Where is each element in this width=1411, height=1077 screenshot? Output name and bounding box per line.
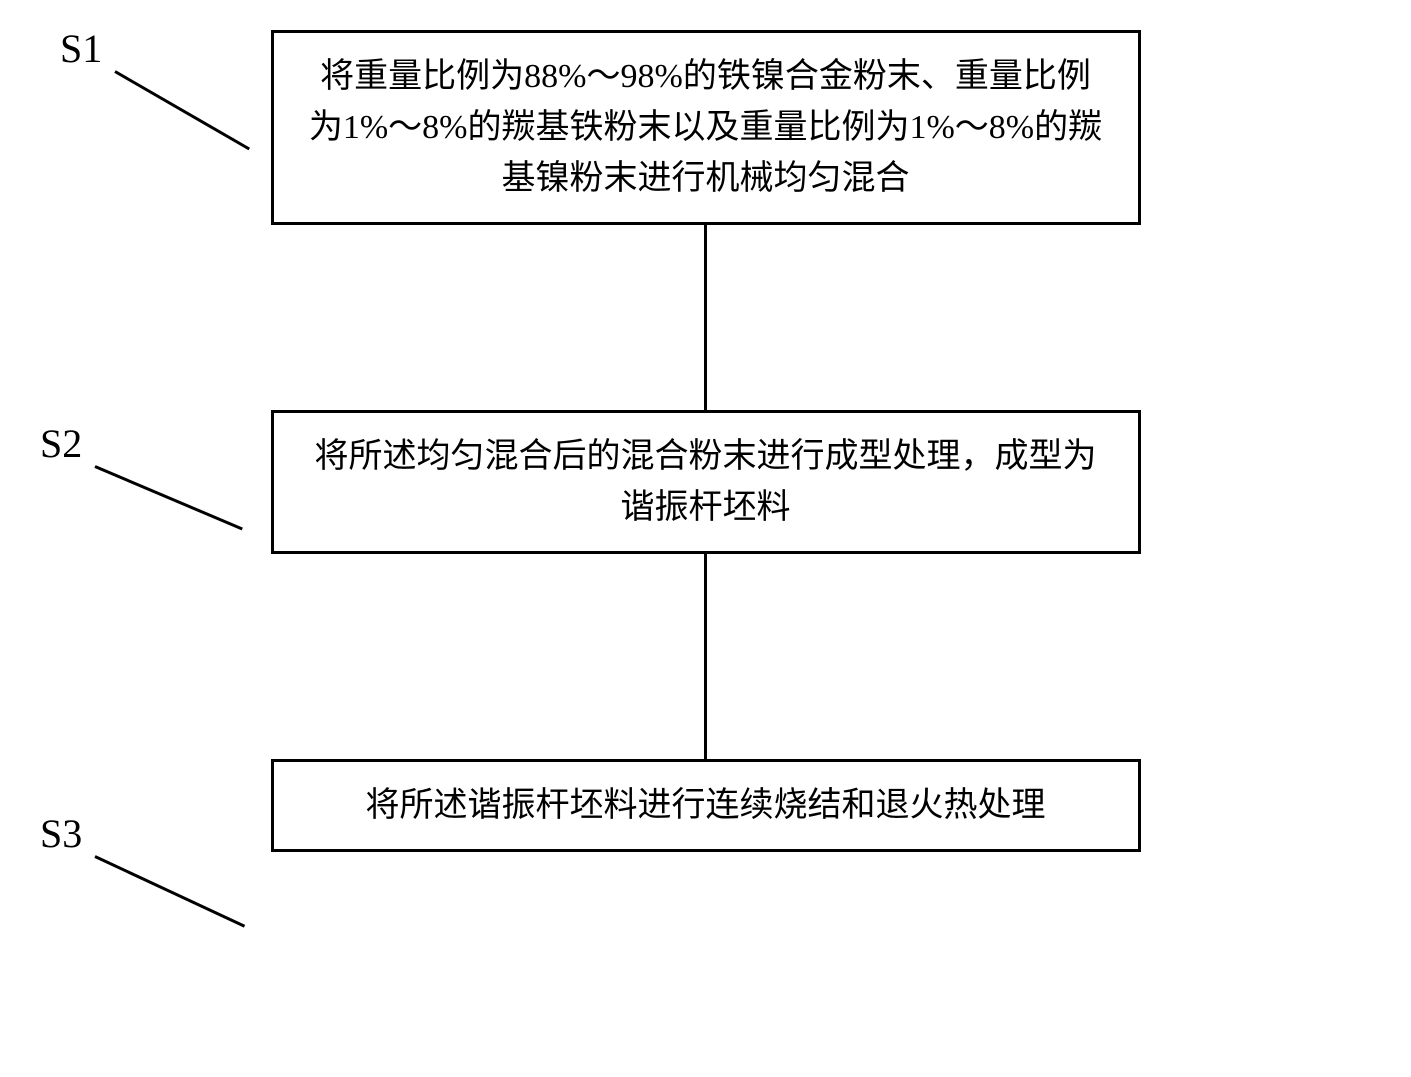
step-text: 将重量比例为88%～98%的铁镍合金粉末、重量比例为1%～8%的羰基铁粉末以及重… xyxy=(309,58,1102,197)
step-box-s2: 将所述均匀混合后的混合粉末进行成型处理，成型为谐振杆坯料 xyxy=(271,410,1141,554)
step-label-s2: S2 xyxy=(40,420,82,467)
step-label-text: S2 xyxy=(40,421,82,466)
step-box-s1: 将重量比例为88%～98%的铁镍合金粉末、重量比例为1%～8%的羰基铁粉末以及重… xyxy=(271,30,1141,225)
step-text: 将所述谐振杆坯料进行连续烧结和退火热处理 xyxy=(366,787,1046,824)
connector-s2-s3 xyxy=(704,554,707,759)
step-label-s1: S1 xyxy=(60,25,102,72)
flowchart-container: 将重量比例为88%～98%的铁镍合金粉末、重量比例为1%～8%的羰基铁粉末以及重… xyxy=(256,30,1156,852)
label-line-s1 xyxy=(114,70,250,150)
step-label-s3: S3 xyxy=(40,810,82,857)
label-line-s2 xyxy=(94,465,242,530)
step-box-s3: 将所述谐振杆坯料进行连续烧结和退火热处理 xyxy=(271,759,1141,852)
label-line-s3 xyxy=(94,855,245,927)
step-label-text: S1 xyxy=(60,26,102,71)
step-label-text: S3 xyxy=(40,811,82,856)
connector-s1-s2 xyxy=(704,225,707,410)
step-text: 将所述均匀混合后的混合粉末进行成型处理，成型为谐振杆坯料 xyxy=(315,438,1097,526)
